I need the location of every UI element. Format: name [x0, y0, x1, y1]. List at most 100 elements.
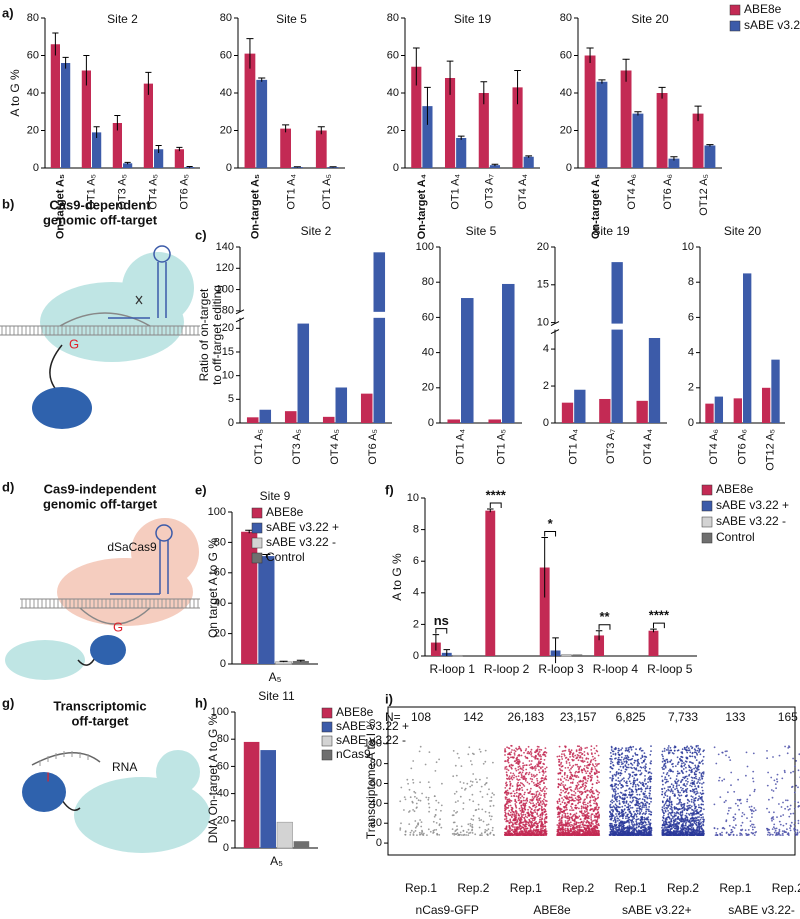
point — [471, 832, 474, 834]
point — [637, 830, 640, 833]
y-tick-label: 0 — [228, 417, 234, 429]
point — [565, 756, 568, 759]
point — [507, 800, 510, 803]
point — [540, 749, 543, 751]
point — [677, 818, 679, 820]
point — [545, 787, 548, 790]
legend-swatch — [701, 484, 713, 496]
point — [633, 766, 636, 769]
point — [624, 804, 626, 807]
point — [610, 746, 613, 749]
point — [626, 815, 629, 818]
point — [631, 789, 634, 792]
point — [638, 803, 641, 805]
point — [627, 816, 630, 819]
point — [531, 821, 533, 824]
point — [615, 786, 618, 789]
point — [614, 825, 617, 828]
point — [634, 828, 637, 831]
point — [580, 759, 582, 762]
point — [672, 792, 674, 795]
point — [624, 770, 627, 773]
point — [566, 774, 569, 777]
point — [569, 813, 572, 816]
point — [505, 803, 508, 805]
point — [641, 805, 644, 807]
point — [642, 832, 645, 834]
point — [649, 778, 651, 781]
point — [523, 793, 526, 796]
point — [545, 766, 548, 769]
point — [540, 805, 543, 808]
point — [676, 763, 679, 765]
point — [679, 813, 681, 816]
point — [637, 761, 640, 764]
point — [610, 767, 613, 769]
point — [588, 831, 590, 833]
n-label: N= — [385, 710, 401, 724]
point — [539, 816, 541, 819]
point — [492, 833, 495, 836]
point — [523, 785, 526, 787]
point — [698, 820, 701, 822]
point — [508, 777, 510, 779]
point — [520, 776, 523, 779]
point — [539, 814, 542, 817]
point — [479, 778, 481, 781]
point — [493, 793, 495, 796]
legend-swatch — [701, 516, 713, 528]
point — [438, 824, 441, 827]
point — [414, 820, 417, 822]
point — [540, 822, 543, 825]
x-tick-label: OT6 A₅ — [367, 429, 379, 465]
bar — [315, 130, 327, 168]
point — [507, 761, 510, 764]
point — [489, 831, 492, 834]
point — [561, 817, 563, 819]
point — [519, 801, 521, 804]
point — [633, 810, 635, 813]
point — [524, 802, 527, 805]
point — [648, 813, 651, 815]
point — [565, 795, 568, 797]
point — [479, 750, 482, 753]
point — [399, 827, 402, 830]
point — [400, 786, 403, 789]
point — [583, 824, 586, 827]
point — [703, 808, 705, 811]
point — [487, 823, 490, 826]
point — [598, 813, 600, 816]
point — [521, 795, 524, 798]
point — [514, 814, 517, 817]
point — [609, 771, 612, 773]
point — [630, 758, 633, 761]
point — [636, 754, 639, 756]
point — [636, 812, 639, 815]
point — [504, 787, 507, 789]
panel-label: h) — [195, 695, 207, 710]
y-tick-label: 15 — [222, 346, 234, 358]
point — [569, 750, 572, 753]
x-tick-label: OT12 A₅ — [765, 429, 777, 471]
point — [525, 757, 527, 759]
bar — [461, 298, 474, 423]
point — [559, 812, 562, 814]
point — [650, 813, 652, 816]
point — [568, 819, 571, 821]
point — [631, 829, 634, 832]
y-tick-label: 40 — [220, 87, 232, 99]
point — [530, 817, 532, 820]
point — [491, 829, 494, 832]
point — [518, 825, 521, 828]
point — [517, 775, 520, 777]
point — [702, 775, 704, 778]
point — [635, 797, 638, 800]
point — [633, 782, 635, 785]
point — [491, 826, 494, 829]
point — [635, 799, 638, 802]
significance-label: * — [548, 516, 554, 531]
point — [577, 834, 579, 836]
point — [650, 829, 653, 832]
point — [516, 760, 519, 763]
point — [413, 831, 415, 833]
